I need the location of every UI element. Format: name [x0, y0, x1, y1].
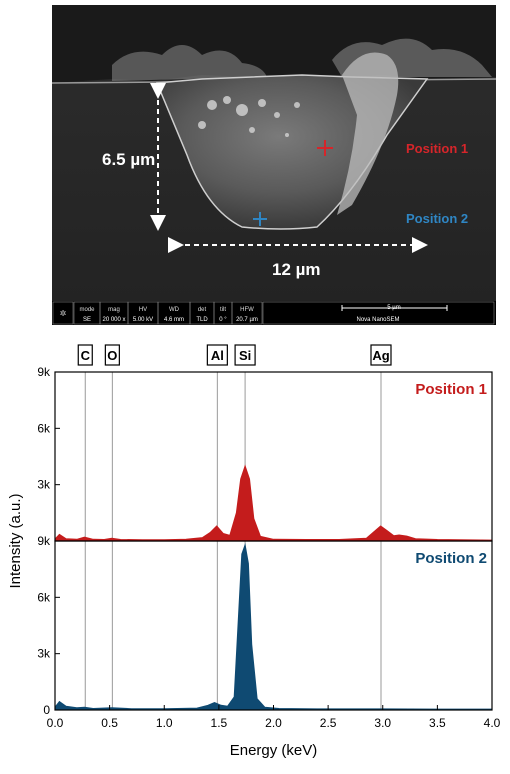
info-header: det: [198, 307, 207, 313]
y-tick-label: 3k: [37, 647, 51, 661]
position-2-marker: [253, 212, 267, 226]
y-tick-label: 9k: [37, 534, 51, 548]
info-value: 20 000 x: [102, 317, 125, 323]
info-value: 0 °: [219, 317, 227, 323]
info-value: 4.6 mm: [164, 317, 184, 323]
sem-micrograph: 6.5 µm 12 µm Position 1 Position 2 ✲ mode…: [52, 5, 496, 325]
x-tick-label: 1.0: [156, 716, 173, 730]
element-label: Ag: [372, 348, 389, 363]
info-header: HFW: [240, 307, 254, 313]
instrument-name: Nova NanoSEM: [356, 317, 399, 323]
element-label-box: [77, 344, 93, 366]
y-tick-label: 3k: [37, 478, 51, 492]
element-label-box: [370, 344, 392, 366]
element-label: C: [81, 348, 91, 363]
info-header: mode: [79, 307, 95, 313]
width-label: 12 µm: [272, 260, 321, 279]
element-label: Al: [211, 348, 224, 363]
panel-label-position-2: Position 2: [415, 550, 487, 567]
position-1-label: Position 1: [406, 141, 468, 156]
info-header: mag: [108, 307, 120, 313]
pit-particles: [198, 96, 300, 137]
position-1-marker: [317, 140, 333, 156]
element-label: Si: [239, 348, 251, 363]
element-label-box: [234, 344, 256, 366]
info-value: 20.7 µm: [236, 317, 258, 323]
y-axis-label: Intensity (a.u.): [7, 493, 24, 588]
fei-logo-icon: ✲: [60, 309, 67, 318]
panel-label-position-1: Position 1: [415, 381, 487, 398]
sem-info-bar: ✲ mode SE mag 20 000 x HV 5.00 kV WD 4.6 mm det TL…: [52, 301, 496, 325]
info-header: WD: [169, 307, 180, 313]
x-tick-label: 0.0: [47, 716, 64, 730]
y-tick-label: 0: [43, 703, 50, 717]
series-position-2-area: [54, 542, 493, 711]
y-tick-label: 6k: [37, 590, 51, 604]
scale-bar-label: 5 µm: [387, 305, 400, 311]
crater-wall-particle: [337, 52, 399, 215]
position-2-label: Position 2: [406, 211, 468, 226]
x-tick-label: 1.5: [211, 716, 228, 730]
y-tick-label: 6k: [37, 421, 51, 435]
x-tick-label: 2.5: [320, 716, 337, 730]
info-header: tilt: [220, 307, 226, 313]
element-label-box: [104, 344, 120, 366]
depth-label: 6.5 µm: [102, 150, 155, 169]
info-header: HV: [139, 307, 147, 313]
eds-spectra-chart: C O Al Si Ag 3k 6k 9k Position 1 0 3k 6k 9k Position …: [7, 344, 501, 759]
x-axis-label: Energy (keV): [230, 742, 318, 759]
x-tick-label: 2.0: [265, 716, 282, 730]
element-label-box: [206, 344, 228, 366]
debris-particles: [112, 45, 267, 81]
x-tick-label: 3.0: [374, 716, 391, 730]
y-tick-label: 9k: [37, 365, 51, 379]
element-label: O: [107, 348, 117, 363]
info-value: TLD: [196, 317, 208, 323]
x-tick-label: 3.5: [429, 716, 446, 730]
info-value: 5.00 kV: [133, 317, 153, 323]
series-position-1-area: [54, 464, 493, 542]
info-value: SE: [83, 317, 91, 323]
x-tick-label: 0.5: [101, 716, 118, 730]
x-tick-label: 4.0: [484, 716, 501, 730]
